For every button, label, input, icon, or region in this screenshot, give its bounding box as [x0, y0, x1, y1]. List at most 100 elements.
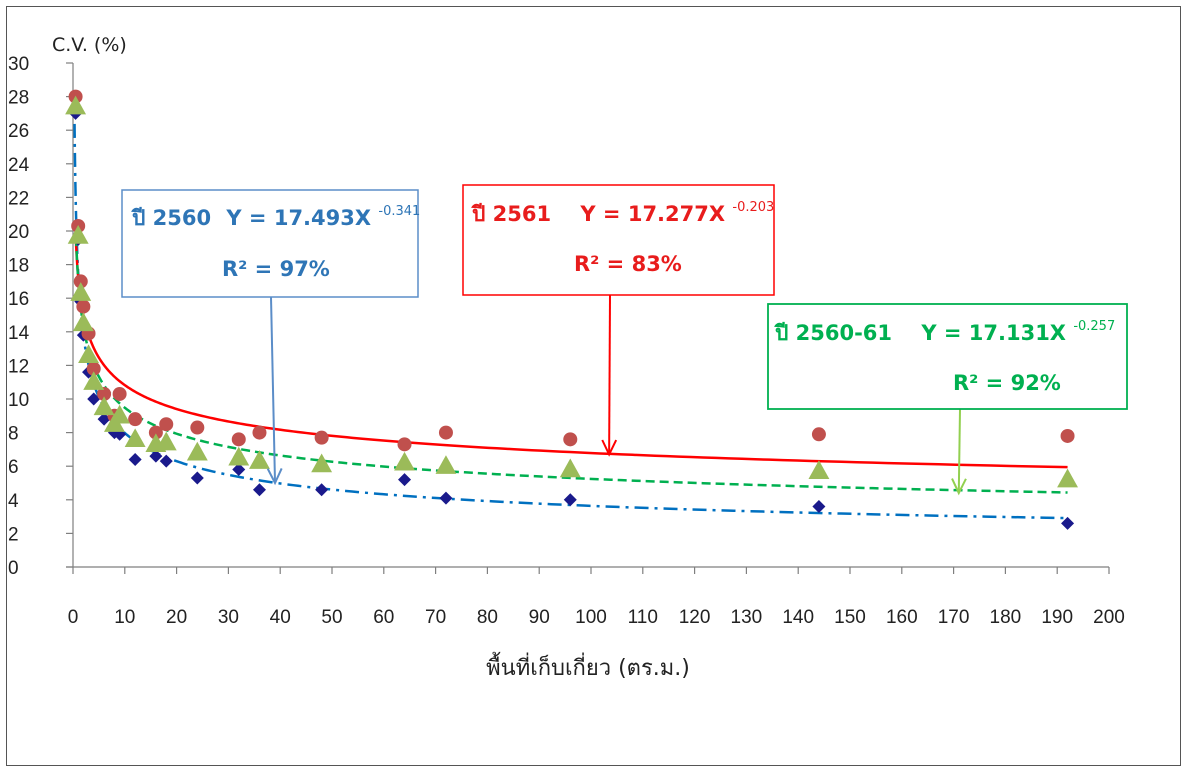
- point-diamond: [87, 392, 101, 406]
- x-axis-title: พื้นที่เก็บเกี่ยว (ตร.ม.): [486, 652, 690, 681]
- point-diamond: [439, 491, 453, 505]
- arrow-head-2560: [266, 468, 283, 486]
- point-diamond: [398, 473, 412, 487]
- y-tick-label: 22: [8, 188, 29, 209]
- annotation-2560-61-r2: R² = 92%: [953, 371, 1061, 395]
- y-tick-label: 16: [8, 289, 29, 310]
- arrow-head-2561: [601, 439, 618, 457]
- x-tick-label: 110: [628, 607, 658, 628]
- x-tick-label: 140: [782, 607, 814, 628]
- point-triangle: [67, 225, 89, 244]
- point-diamond: [1061, 516, 1075, 530]
- arrow-line-2561: [608, 294, 611, 455]
- point-circle: [438, 425, 453, 440]
- point-circle: [811, 427, 826, 442]
- annotation-2561-equation: ปี 2561 Y = 17.277X -0.203: [470, 200, 774, 226]
- y-tick-label: 30: [8, 54, 29, 75]
- point-circle: [86, 361, 101, 376]
- x-tick-label: 200: [1093, 607, 1125, 628]
- point-triangle: [228, 446, 250, 466]
- point-diamond: [128, 452, 142, 466]
- point-diamond: [563, 493, 577, 507]
- point-circle: [159, 417, 174, 432]
- point-triangle: [72, 312, 94, 332]
- annotation-2561-exp: -0.203: [732, 200, 774, 215]
- point-diamond: [97, 412, 111, 426]
- annotation-2560-61-year: ปี 2560-61: [773, 321, 892, 345]
- x-tick-label: 100: [575, 607, 607, 628]
- point-circle: [252, 425, 267, 440]
- y-tick-label: 10: [8, 390, 29, 411]
- point-circle: [128, 412, 143, 427]
- point-triangle: [808, 460, 830, 479]
- point-diamond: [812, 500, 826, 514]
- y-tick-label: 28: [8, 88, 29, 109]
- annotation-2560-61: ปี 2560-61 Y = 17.131X -0.257 R² = 92%: [767, 303, 1128, 410]
- axes: [66, 63, 1109, 568]
- point-triangle: [109, 404, 131, 424]
- annotation-2560: ปี 2560 Y = 17.493X -0.341 R² = 97%: [121, 189, 420, 298]
- annotation-2560-61-equation: ปี 2560-61 Y = 17.131X -0.257: [773, 319, 1115, 345]
- arrow-line-2560: [270, 296, 277, 484]
- point-triangle: [249, 450, 270, 469]
- x-tick-label: 170: [938, 607, 970, 628]
- y-tick-label: 0: [8, 558, 19, 579]
- x-tick-label: 40: [270, 607, 291, 628]
- y-tick-label: 14: [8, 323, 30, 344]
- y-tick-label: 18: [8, 256, 29, 277]
- annotation-arrows: [266, 294, 967, 496]
- point-triangle: [93, 396, 115, 416]
- y-tick-label: 20: [8, 222, 29, 243]
- y-tick-label: 12: [8, 356, 29, 377]
- point-circle: [1060, 428, 1075, 443]
- point-triangle: [186, 441, 208, 461]
- x-tick-label: 150: [834, 607, 866, 628]
- x-tick-label: 60: [373, 607, 394, 628]
- point-diamond: [149, 449, 163, 463]
- x-tick-label: 20: [166, 607, 187, 628]
- point-triangle: [559, 458, 581, 478]
- x-tick-label: 50: [321, 607, 342, 628]
- y-tick-label: 2: [8, 524, 19, 545]
- point-circle: [73, 274, 88, 289]
- point-triangle: [70, 282, 92, 301]
- point-diamond: [190, 471, 204, 485]
- point-triangle: [78, 344, 99, 364]
- x-tick-label: 0: [68, 607, 79, 628]
- y-tick-label: 24: [8, 155, 30, 176]
- point-circle: [397, 437, 412, 452]
- point-circle: [97, 386, 112, 401]
- x-tick-label: 10: [114, 607, 135, 628]
- point-circle: [112, 386, 127, 401]
- point-triangle: [311, 453, 333, 473]
- x-tick-label: 180: [990, 607, 1022, 628]
- y-tick-label: 8: [8, 424, 19, 445]
- x-tick-label: 190: [1041, 607, 1073, 628]
- annotation-2560-year: ปี 2560: [130, 206, 211, 230]
- point-circle: [314, 430, 329, 445]
- annotation-2561-year: ปี 2561: [470, 202, 551, 226]
- x-tick-label: 70: [425, 607, 446, 628]
- annotation-2561-r2: R² = 83%: [574, 252, 682, 276]
- point-triangle: [394, 451, 415, 471]
- x-tick-label: 30: [218, 607, 239, 628]
- y-tick-label: 26: [8, 121, 29, 142]
- point-circle: [190, 420, 205, 435]
- annotation-2560-r2: R² = 97%: [222, 257, 330, 281]
- point-triangle: [124, 428, 146, 448]
- annotation-2560-eq: Y = 17.493X: [225, 206, 371, 230]
- point-diamond: [159, 454, 173, 468]
- annotation-2560-61-box: [767, 303, 1128, 410]
- x-tick-label: 90: [529, 607, 550, 628]
- arrow-line-2560-61: [957, 408, 961, 494]
- annotation-2560-exp: -0.341: [378, 204, 420, 219]
- point-circle: [563, 432, 578, 447]
- annotation-2560-61-eq: Y = 17.131X: [920, 321, 1066, 345]
- point-circle: [76, 299, 91, 314]
- data-points: [65, 89, 1079, 530]
- point-circle: [148, 425, 163, 440]
- point-triangle: [65, 95, 87, 115]
- annotation-2560-61-exp: -0.257: [1073, 319, 1115, 334]
- annotation-2560-box: [121, 189, 419, 298]
